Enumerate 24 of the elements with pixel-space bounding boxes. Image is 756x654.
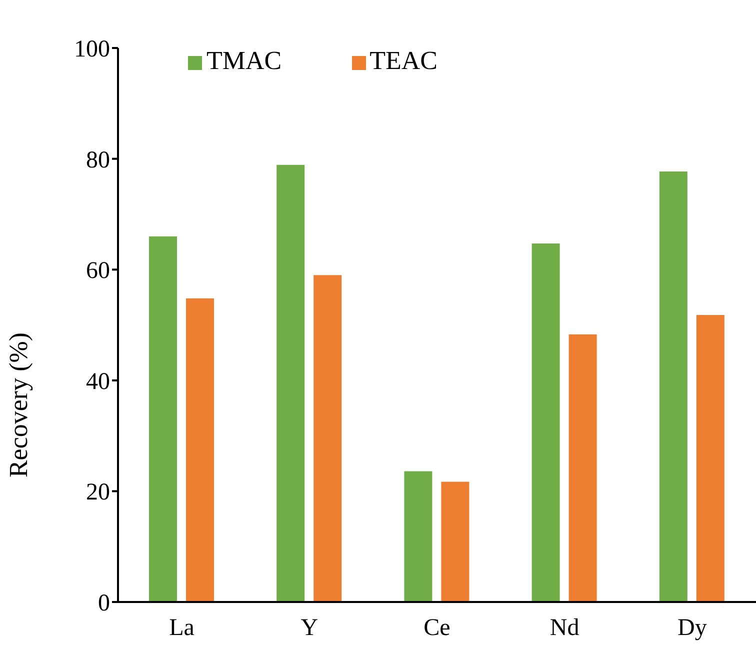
x-tick-label: Nd — [550, 615, 580, 642]
x-tick-label: Y — [300, 615, 318, 642]
bar — [186, 298, 214, 602]
y-tick-label: 0 — [98, 590, 110, 617]
x-tick-label: La — [169, 615, 195, 642]
bar — [314, 275, 342, 602]
x-tick-label: Ce — [424, 615, 450, 642]
x-tick-label: Dy — [678, 615, 707, 642]
y-tick-label: 60 — [86, 258, 110, 284]
bar — [568, 334, 597, 602]
y-tick-label: 80 — [86, 147, 110, 174]
bar — [441, 482, 470, 602]
legend-label: TMAC — [206, 46, 282, 75]
legend-label: TEAC — [370, 46, 438, 75]
y-tick-label: 20 — [86, 480, 110, 506]
y-axis-title: Recovery (%) — [4, 332, 34, 478]
bar — [149, 236, 177, 602]
y-tick-label: 100 — [74, 36, 110, 63]
bar — [404, 471, 432, 602]
bar — [696, 315, 724, 602]
bar — [532, 244, 560, 602]
bar — [276, 164, 305, 602]
y-tick-label: 40 — [86, 368, 110, 395]
bar — [659, 172, 688, 602]
